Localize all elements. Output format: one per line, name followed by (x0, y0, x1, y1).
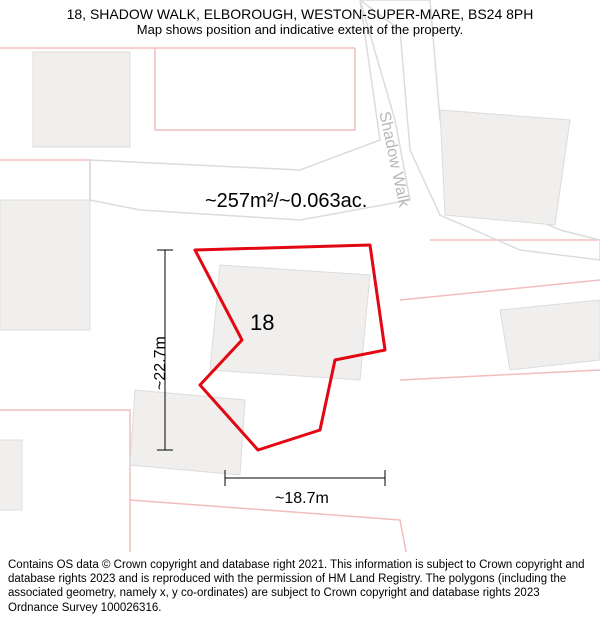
page-title: 18, SHADOW WALK, ELBOROUGH, WESTON-SUPER… (10, 6, 590, 22)
property-map (0, 0, 600, 625)
page-subtitle: Map shows position and indicative extent… (10, 22, 590, 37)
dimension-vertical: ~22.7m (152, 336, 170, 390)
header: 18, SHADOW WALK, ELBOROUGH, WESTON-SUPER… (0, 0, 600, 39)
plot-number: 18 (250, 310, 274, 336)
dimension-horizontal: ~18.7m (275, 490, 329, 508)
copyright-footer: Contains OS data © Crown copyright and d… (0, 552, 600, 625)
area-label: ~257m²/~0.063ac. (205, 190, 367, 213)
